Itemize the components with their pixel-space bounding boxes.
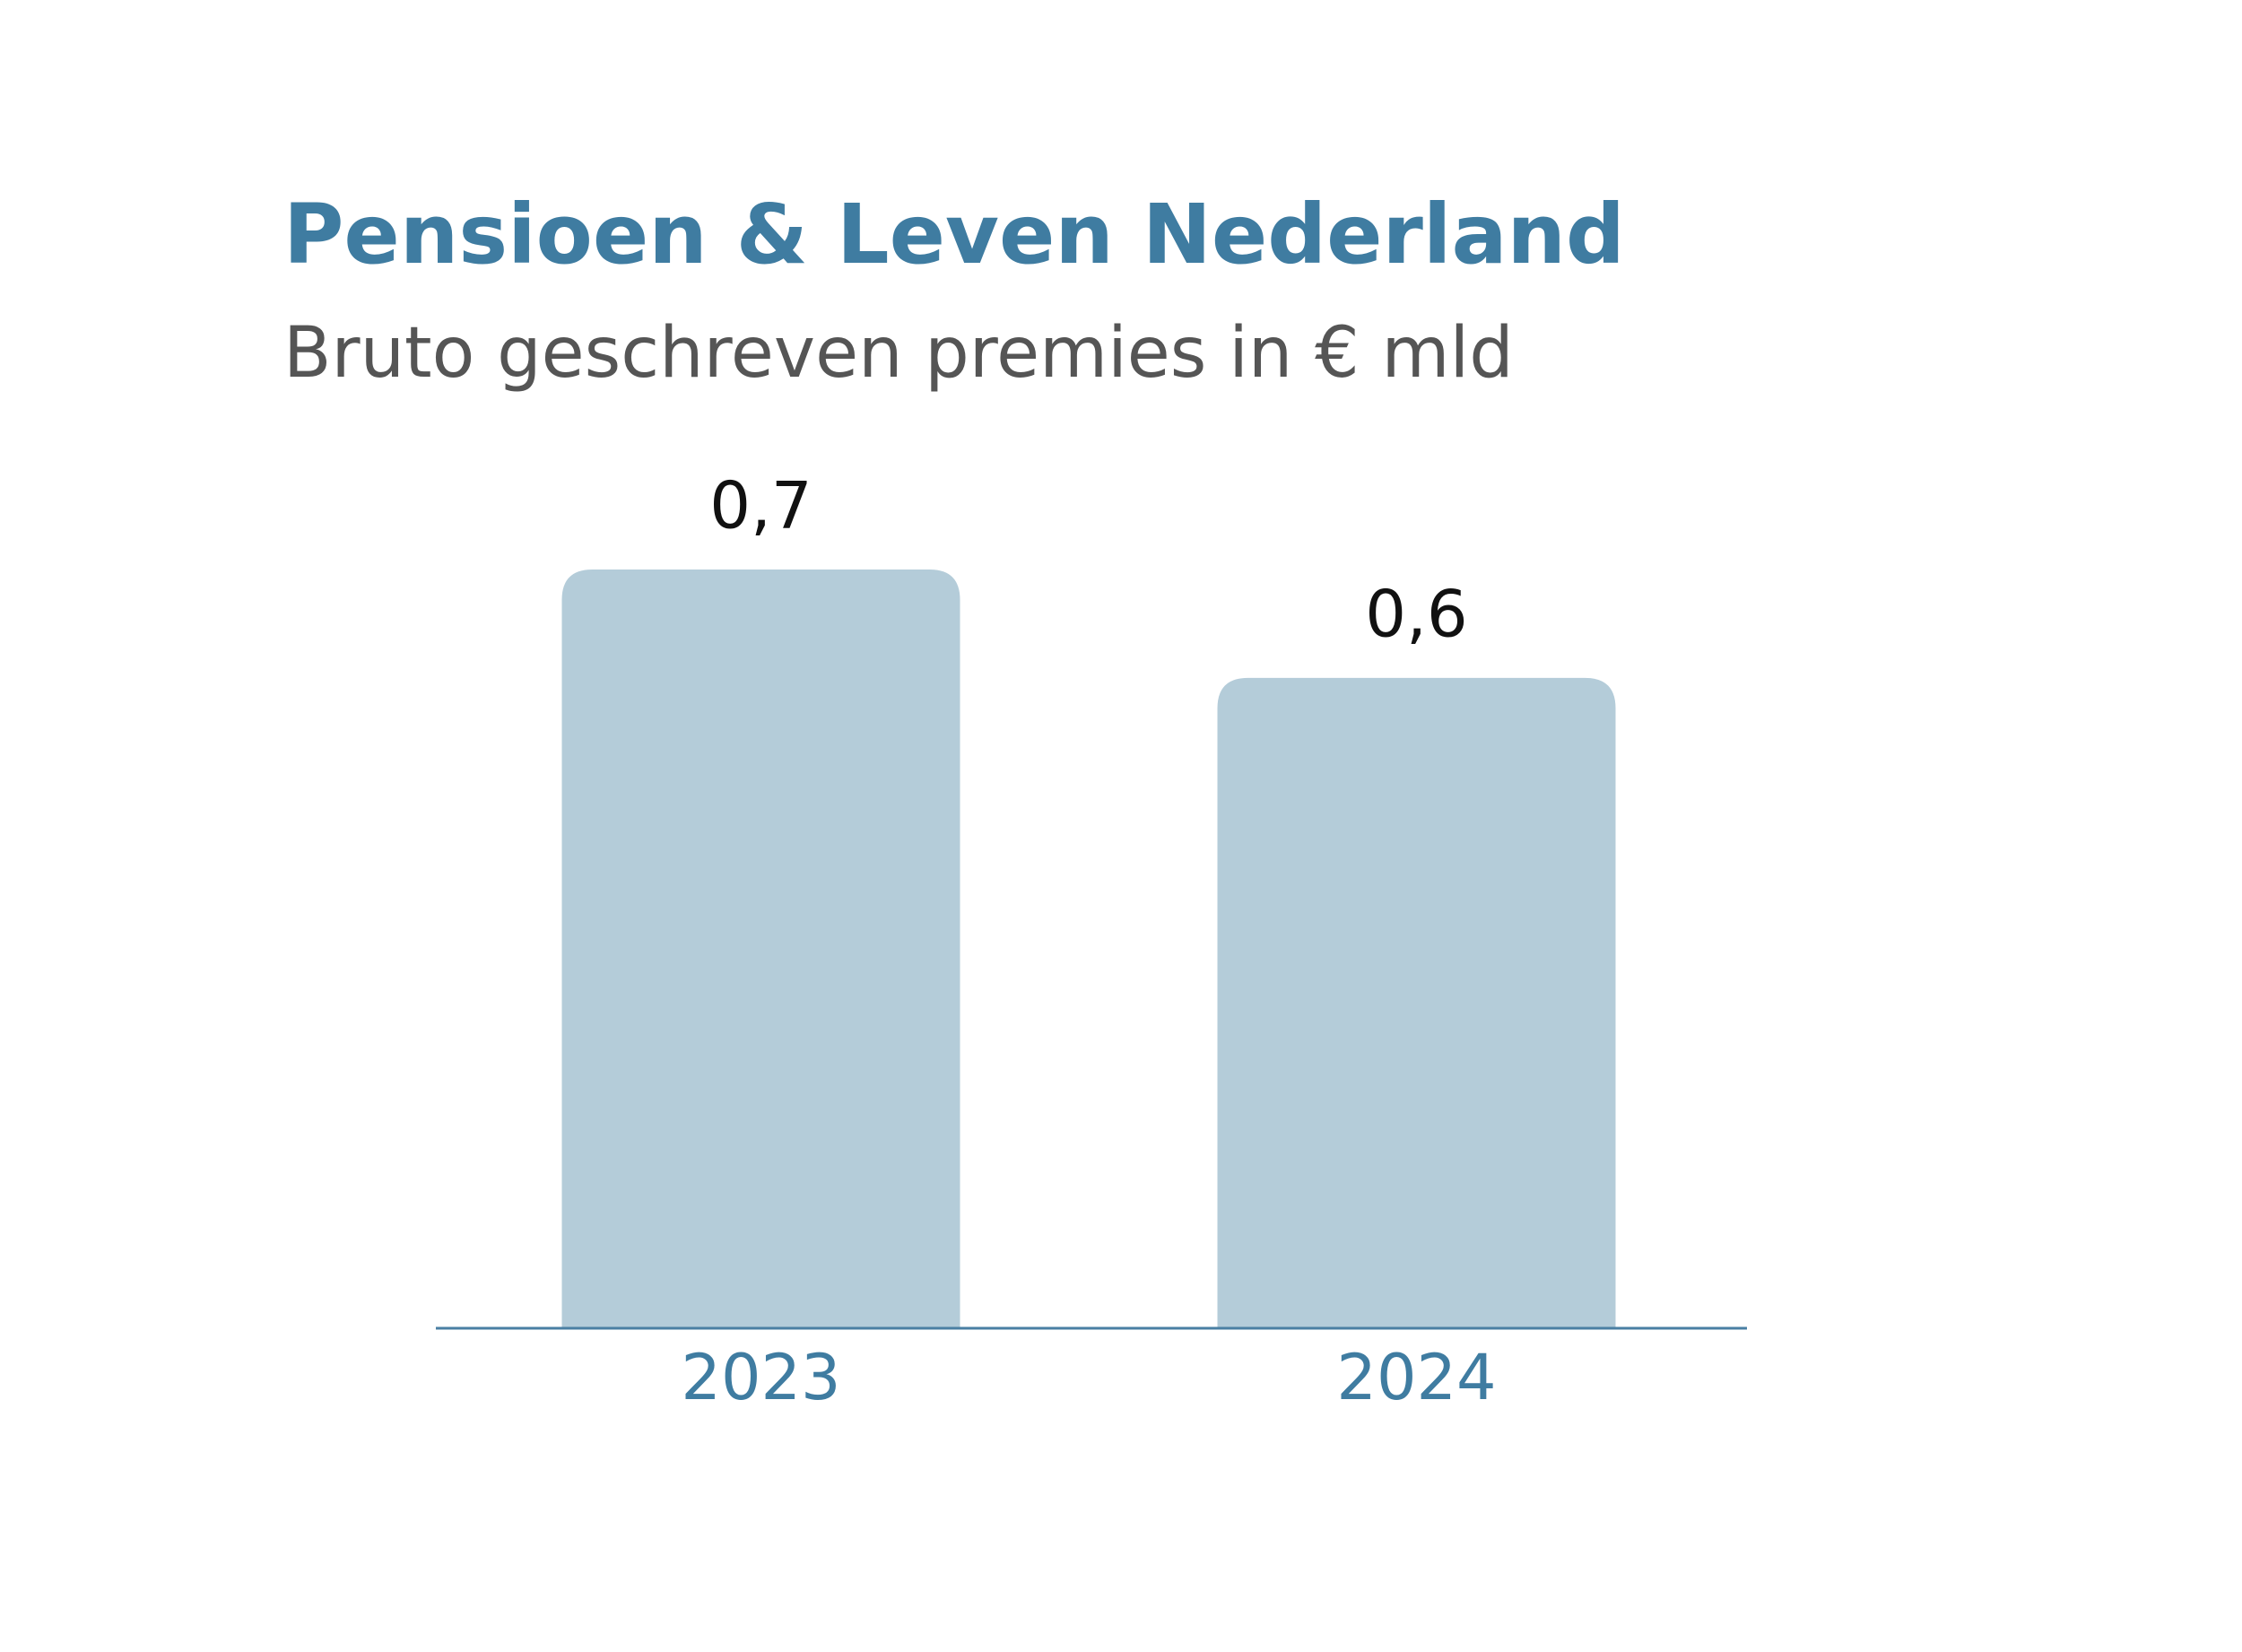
x-tick-label: 2024 [1336, 1341, 1496, 1414]
chart-subtitle: Bruto geschreven premies in € mld [283, 313, 1514, 394]
bar [561, 570, 960, 1328]
value-label: 0,6 [1365, 576, 1468, 651]
chart-title: Pensioen & Leven Nederland [283, 187, 1625, 283]
value-label: 0,7 [709, 468, 813, 543]
bar [1217, 677, 1616, 1328]
x-tick-label: 2023 [681, 1341, 840, 1414]
